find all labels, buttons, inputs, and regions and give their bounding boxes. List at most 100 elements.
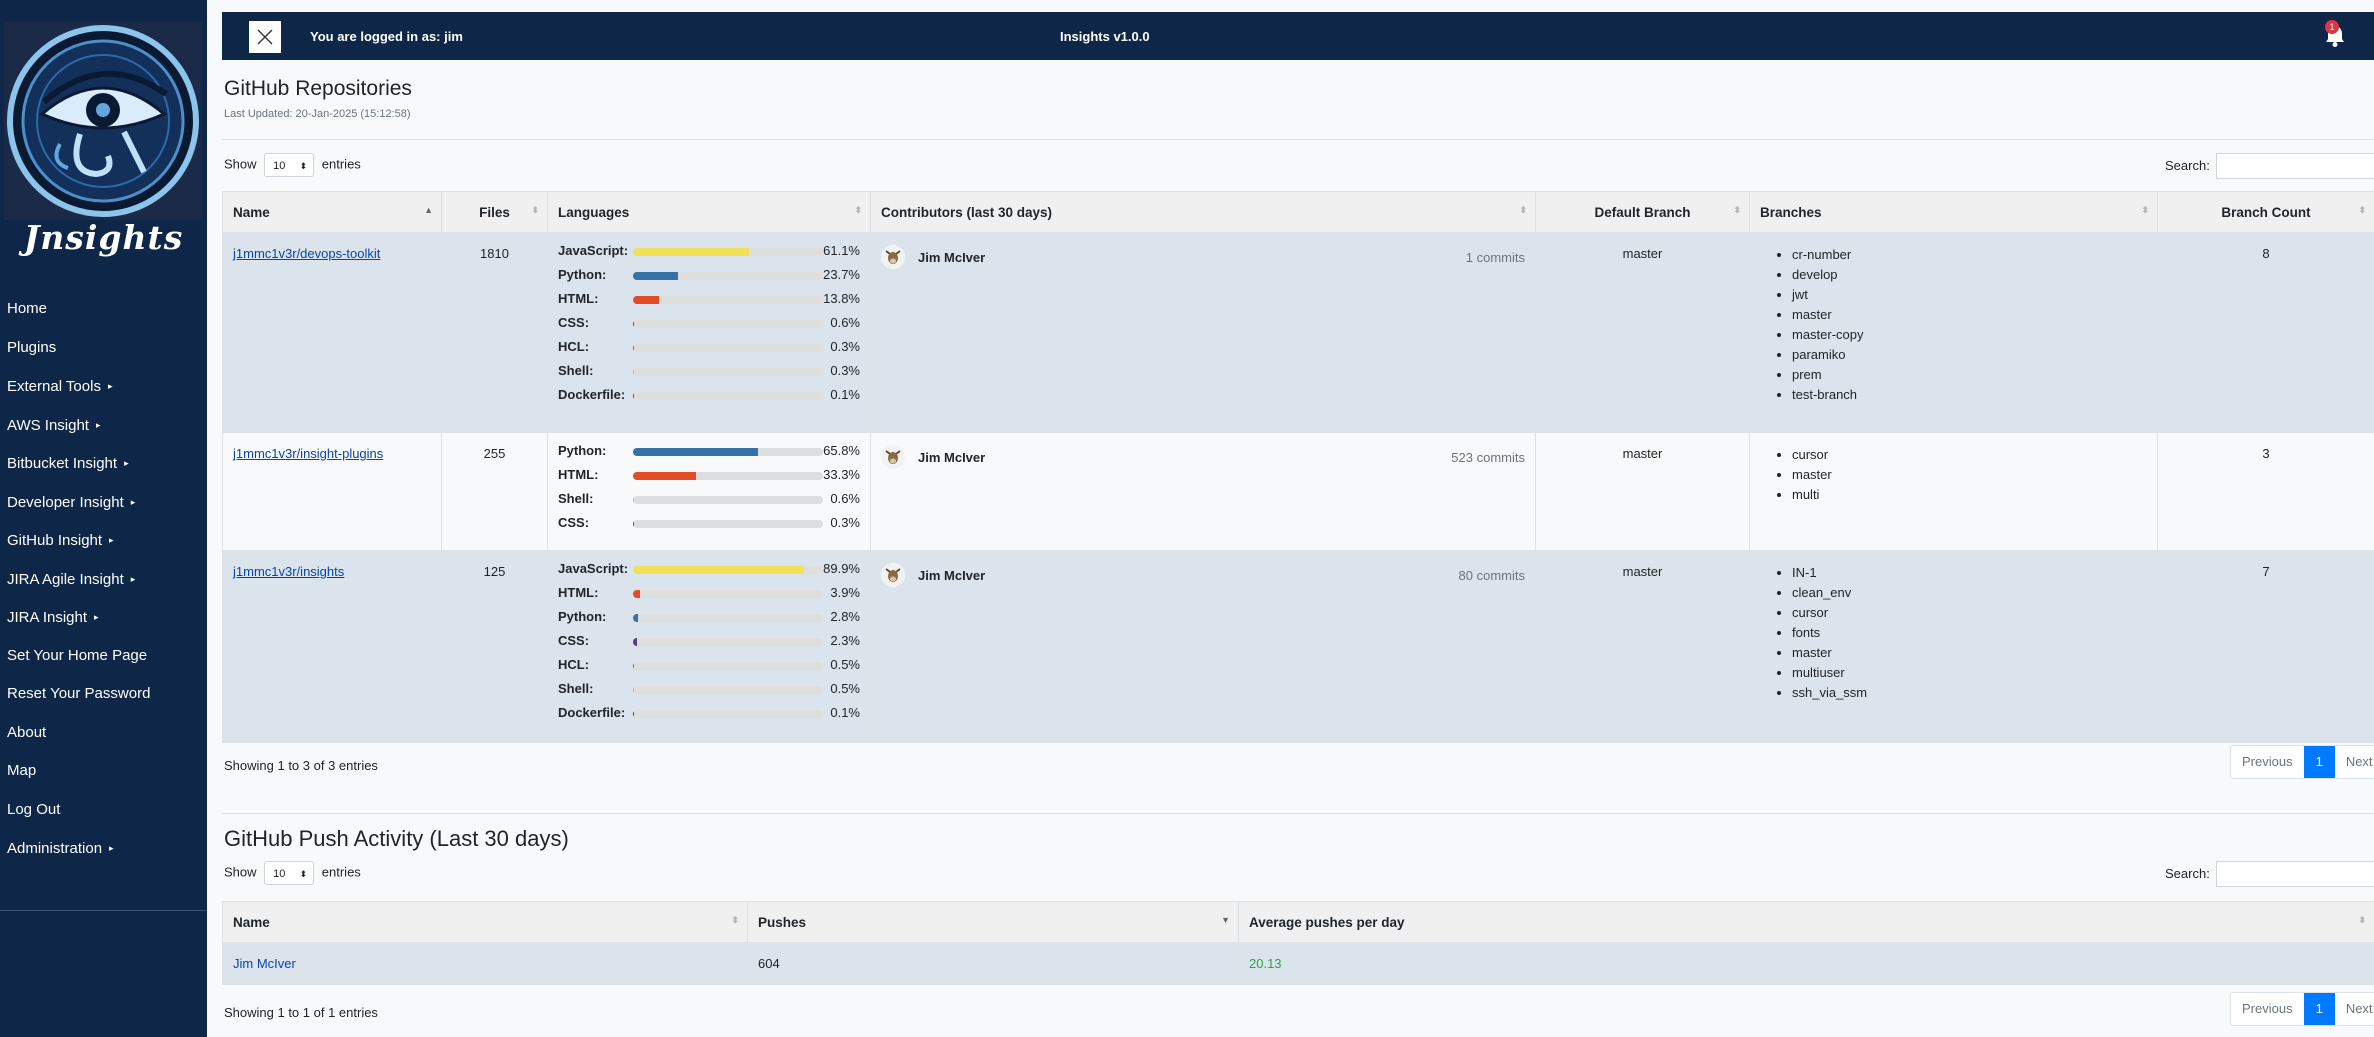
col-header-label: Files (479, 204, 510, 220)
sidebar-item-label: Home (7, 300, 48, 317)
page-length-select[interactable]: 10 ⬍ (264, 153, 315, 177)
sidebar-item-home[interactable]: Home (0, 296, 207, 335)
language-bar-fill (633, 496, 635, 504)
language-bar-fill (633, 614, 639, 622)
sidebar-item-label: Map (7, 762, 37, 779)
col-header-label: Branch Count (2221, 204, 2311, 220)
language-row: Shell: 0.3% (558, 363, 860, 387)
repo-link[interactable]: j1mmc1v3r/devops-toolkit (233, 246, 381, 261)
sidebar-item-about[interactable]: About (0, 720, 207, 759)
col-header-branches[interactable]: Branches ⬍ (1749, 191, 2158, 233)
previous-page-button[interactable]: Previous (2242, 1001, 2293, 1016)
sidebar-item-external-tools[interactable]: External Tools ▸ (0, 373, 207, 412)
branch-item: develop (1792, 267, 2147, 287)
language-row: HCL: 0.5% (558, 657, 860, 681)
sidebar-item-label: JIRA Insight (7, 609, 88, 626)
previous-page-button[interactable]: Previous (2242, 754, 2293, 769)
language-bar (633, 662, 823, 670)
notification-badge: 1 (2325, 20, 2339, 34)
language-bar-fill (633, 320, 635, 328)
sidebar-item-reset-your-password[interactable]: Reset Your Password (0, 681, 207, 720)
sidebar-item-jira-insight[interactable]: JIRA Insight ▸ (0, 604, 207, 643)
sidebar-item-log-out[interactable]: Log Out (0, 797, 207, 836)
col-header-files[interactable]: Files ⬍ (441, 191, 548, 233)
search-label: Search: (2165, 158, 2210, 173)
sidebar-item-jira-agile-insight[interactable]: JIRA Agile Insight ▸ (0, 566, 207, 605)
col-header-name[interactable]: Name ▲ (222, 191, 442, 233)
sidebar-item-bitbucket-insight[interactable]: Bitbucket Insight ▸ (0, 450, 207, 489)
repos-search-input[interactable] (2216, 153, 2374, 179)
sidebar-item-label: JIRA Agile Insight (7, 570, 124, 588)
page-length-select[interactable]: 10 ⬍ (264, 861, 315, 885)
page-1-button[interactable]: 1 (2303, 746, 2335, 778)
col-header-contributors[interactable]: Contributors (last 30 days) ⬍ (870, 191, 1536, 233)
table-row: j1mmc1v3r/insight-plugins 255 Python: 65.8%… (222, 432, 2374, 551)
language-bar (633, 566, 823, 574)
sort-desc-icon: ▼ (1221, 915, 1230, 925)
close-sidebar-button[interactable] (249, 21, 281, 53)
contributors-cell: Jim McIver 1 commits (870, 232, 1536, 433)
languages-cell: JavaScript: 61.1% Python: 23.7% HTML: 13.8% CS… (547, 232, 871, 433)
close-icon (257, 29, 273, 45)
repo-link[interactable]: j1mmc1v3r/insights (233, 564, 345, 579)
sidebar-item-plugins[interactable]: Plugins (0, 335, 207, 374)
branch-item: ssh_via_ssm (1792, 685, 2147, 705)
sidebar-item-developer-insight[interactable]: Developer Insight ▸ (0, 489, 207, 528)
show-label: Show (224, 156, 257, 172)
col-header-avg[interactable]: Average pushes per day ⬍ (1238, 901, 2374, 943)
sidebar-item-label: Log Out (7, 800, 61, 818)
repo-name-cell: j1mmc1v3r/insights (222, 550, 442, 743)
sidebar-item-administration[interactable]: Administration ▸ (0, 835, 207, 874)
repo-link[interactable]: j1mmc1v3r/insight-plugins (233, 446, 384, 461)
sort-icon: ⬍ (731, 915, 739, 925)
page-1-button[interactable]: 1 (2303, 993, 2335, 1025)
next-page-button[interactable]: Next (2345, 754, 2373, 769)
language-bar-fill (633, 566, 804, 574)
sidebar-item-aws-insight[interactable]: AWS Insight ▸ (0, 412, 207, 451)
language-percent: 89.9% (823, 561, 860, 576)
sidebar-divider (0, 910, 207, 911)
show-label: Show (224, 864, 257, 880)
branch-count: 3 (2262, 446, 2270, 461)
contributor-name: Jim McIver (918, 568, 986, 583)
page-length-value: 10 (273, 160, 286, 172)
language-bar (633, 472, 823, 480)
col-header-default-branch[interactable]: Default Branch ⬍ (1535, 191, 1750, 233)
branch-item: cursor (1792, 605, 2147, 625)
sidebar-item-label: External Tools (7, 378, 101, 395)
repos-length-control: Show 10 ⬍ entries (224, 153, 361, 177)
language-bar-fill (633, 344, 635, 352)
commit-count: 523 commits (1451, 450, 1525, 465)
languages-cell: Python: 65.8% HTML: 33.3% Shell: 0.6% CSS: 0.3% (547, 432, 871, 551)
submenu-caret-icon: ▸ (130, 573, 136, 584)
insights-logo (4, 22, 202, 220)
branch-count: 7 (2262, 564, 2270, 579)
sidebar-item-label: GitHub Insight (7, 532, 103, 549)
col-header-label: Name (233, 204, 270, 220)
language-bar (633, 448, 823, 456)
sidebar-item-label: Developer Insight (7, 493, 124, 511)
language-name: Python: (558, 443, 607, 458)
language-name: CSS: (558, 515, 590, 530)
files-count: 125 (483, 564, 506, 579)
col-header-pushes[interactable]: Pushes ▼ (747, 901, 1239, 943)
sidebar-item-map[interactable]: Map (0, 758, 207, 797)
language-name: HTML: (558, 467, 599, 482)
language-name: CSS: (558, 633, 590, 648)
language-bar (633, 272, 823, 280)
sidebar-item-github-insight[interactable]: GitHub Insight ▸ (0, 527, 207, 566)
col-header-languages[interactable]: Languages ⬍ (547, 191, 871, 233)
sort-icon: ⬍ (2141, 205, 2149, 215)
sidebar-item-set-your-home-page[interactable]: Set Your Home Page (0, 643, 207, 682)
push-search-input[interactable] (2216, 861, 2374, 887)
next-page-button[interactable]: Next (2345, 1001, 2373, 1016)
repos-pagination: Previous 1 Next (2230, 745, 2374, 779)
col-header-name[interactable]: Name ⬍ (222, 901, 748, 943)
col-header-branch-count[interactable]: Branch Count ⬍ (2157, 191, 2374, 233)
user-name-link[interactable]: Jim McIver (233, 956, 296, 971)
branch-item: master (1792, 467, 2147, 487)
language-bar (633, 496, 823, 504)
divider (222, 813, 2374, 814)
col-header-label: Average pushes per day (1249, 914, 1405, 930)
language-name: CSS: (558, 315, 590, 330)
